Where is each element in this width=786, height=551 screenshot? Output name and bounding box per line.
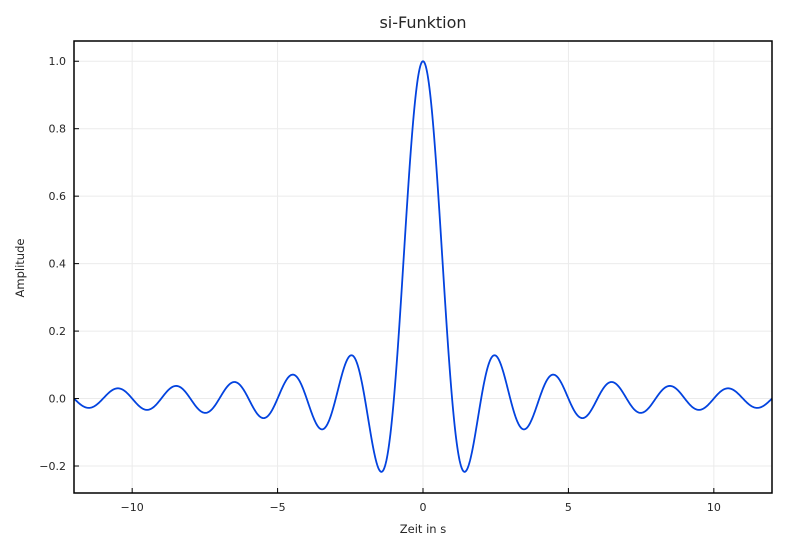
series-line — [73, 60, 773, 473]
x-tick-label: 0 — [420, 501, 427, 514]
x-axis: −10 −5 0 5 10 — [121, 488, 721, 514]
x-tick-label: −5 — [269, 501, 285, 514]
y-tick-label: 0.6 — [49, 190, 67, 203]
x-tick-label: 5 — [565, 501, 572, 514]
x-axis-label: Zeit in s — [400, 522, 446, 536]
y-tick-label: 0.0 — [49, 393, 67, 406]
y-tick-label: 0.4 — [49, 258, 67, 271]
y-tick-label: 1.0 — [49, 55, 67, 68]
chart-title: si-Funktion — [379, 13, 466, 32]
y-axis-label: Amplitude — [13, 239, 27, 298]
x-tick-label: −10 — [121, 501, 144, 514]
y-tick-label: −0.2 — [39, 460, 66, 473]
y-axis: −0.2 0.0 0.2 0.4 0.6 0.8 1.0 — [39, 55, 79, 473]
grid — [74, 41, 772, 493]
y-tick-label: 0.8 — [49, 123, 67, 136]
y-tick-label: 0.2 — [49, 325, 67, 338]
x-tick-label: 10 — [707, 501, 721, 514]
plot-area — [73, 60, 773, 473]
